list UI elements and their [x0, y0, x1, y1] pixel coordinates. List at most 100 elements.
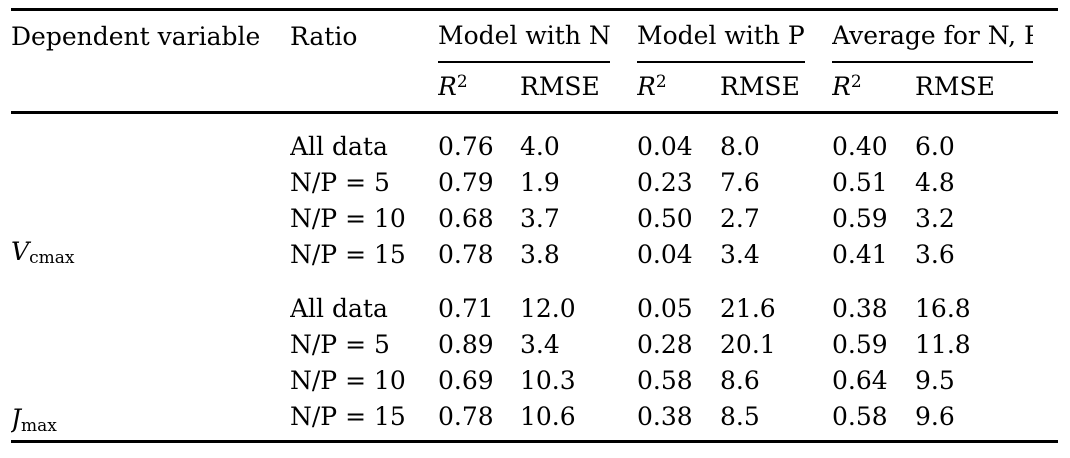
gap-cell	[610, 201, 637, 237]
rmse-avg-cell: 4.8	[915, 167, 955, 197]
gap-cell	[610, 165, 637, 201]
gap-cell	[1033, 327, 1058, 363]
gap-cell	[1033, 201, 1058, 237]
gap-cell	[805, 113, 832, 165]
gap-cell	[1033, 165, 1058, 201]
r2-symbol: R	[832, 72, 851, 102]
header-group-row: Dependent variable Ratio Model with N Mo…	[11, 9, 1059, 114]
r2-avg-cell: 0.64	[832, 365, 888, 395]
rmse-avg-cell: 16.8	[915, 293, 971, 323]
rmse-n-cell: 1.9	[520, 167, 560, 197]
rmse-p-cell: 2.7	[720, 203, 760, 233]
table-row-jmax-np10: N/P = 10 0.69 10.3 0.58 8.6 0.64 9.5	[11, 363, 1058, 399]
column-gap	[610, 9, 638, 114]
variable-label-vcmax: Vcmax	[11, 113, 290, 273]
gap-cell	[610, 113, 637, 165]
col-header-r2-n: R2	[438, 61, 520, 114]
rmse-n-cell: 3.4	[520, 329, 560, 359]
rmse-p-cell: 21.6	[720, 293, 776, 323]
r2-exponent: 2	[456, 71, 468, 92]
r2-avg-cell: 0.51	[832, 167, 888, 197]
table-row-jmax-all-data: Jmax All data 0.71 12.0 0.05 21.6 0.38 1…	[11, 273, 1058, 436]
ratio-cell: All data	[290, 131, 388, 161]
ratio-cell: N/P = 15	[290, 239, 406, 269]
rmse-avg-cell: 11.8	[915, 329, 971, 359]
vcmax-symbol: V	[11, 236, 30, 266]
rmse-avg-cell: 9.6	[915, 401, 955, 431]
gap-cell	[805, 399, 832, 442]
col-header-rmse-avg: RMSE	[915, 61, 1034, 114]
gap-cell	[1033, 273, 1058, 327]
r2-symbol: R	[438, 72, 457, 102]
gap-cell	[1033, 113, 1058, 165]
r2-avg-cell: 0.40	[832, 131, 888, 161]
header-metric-row: R2 RMSE R2 RMSE R2 RMSE	[11, 61, 1058, 114]
group-header-average-n-p: Average for N, P	[832, 9, 1034, 63]
r2-p-cell: 0.50	[637, 203, 693, 233]
r2-n-cell: 0.69	[438, 365, 494, 395]
gap-cell	[805, 273, 832, 327]
r2-avg-cell: 0.41	[832, 239, 888, 269]
r2-p-cell: 0.04	[637, 131, 693, 161]
ratio-cell: N/P = 5	[290, 167, 390, 197]
column-gap	[1033, 9, 1059, 114]
r2-p-cell: 0.58	[637, 365, 693, 395]
jmax-symbol: J	[11, 404, 22, 433]
col-header-ratio: Ratio	[290, 9, 438, 114]
r2-p-cell: 0.38	[637, 401, 693, 431]
r2-p-cell: 0.28	[637, 329, 693, 359]
gap-cell	[1033, 399, 1058, 442]
r2-symbol: R	[637, 72, 656, 102]
table-row-vcmax-np10: N/P = 10 0.68 3.7 0.50 2.7 0.59 3.2	[11, 201, 1058, 237]
table-row-jmax-np15: N/P = 15 0.78 10.6 0.38 8.5 0.58 9.6	[11, 399, 1058, 442]
ratio-cell: N/P = 10	[290, 203, 406, 233]
rmse-n-cell: 4.0	[520, 131, 560, 161]
table-row-vcmax-np5: N/P = 5 0.79 1.9 0.23 7.6 0.51 4.8	[11, 165, 1058, 201]
variable-label-jmax: Jmax	[11, 273, 290, 442]
rmse-avg-cell: 3.6	[915, 239, 955, 269]
r2-n-cell: 0.76	[438, 131, 494, 161]
r2-p-cell: 0.05	[637, 293, 693, 323]
rmse-n-cell: 3.7	[520, 203, 560, 233]
rmse-p-cell: 8.0	[720, 131, 760, 161]
ratio-cell: N/P = 15	[290, 401, 406, 431]
r2-n-cell: 0.68	[438, 203, 494, 233]
group-header-model-with-p: Model with P	[637, 9, 806, 63]
col-header-r2-avg: R2	[832, 61, 916, 114]
r2-avg-cell: 0.58	[832, 401, 888, 431]
r2-avg-cell: 0.59	[832, 203, 888, 233]
gap-cell	[610, 237, 637, 273]
gap-cell	[805, 363, 832, 399]
rmse-p-cell: 20.1	[720, 329, 776, 359]
table-row-vcmax-all-data: Vcmax All data 0.76 4.0 0.04 8.0 0.40 6.…	[11, 113, 1058, 269]
group-header-model-with-n: Model with N	[438, 9, 611, 63]
ratio-cell: N/P = 5	[290, 329, 390, 359]
rmse-n-cell: 10.6	[520, 401, 576, 431]
rmse-avg-cell: 9.5	[915, 365, 955, 395]
col-header-rmse-n: RMSE	[520, 61, 611, 114]
r2-avg-cell: 0.59	[832, 329, 888, 359]
col-header-rmse-p: RMSE	[720, 61, 806, 114]
r2-n-cell: 0.78	[438, 239, 494, 269]
r2-n-cell: 0.89	[438, 329, 494, 359]
rmse-avg-cell: 6.0	[915, 131, 955, 161]
rmse-p-cell: 8.5	[720, 401, 760, 431]
rmse-p-cell: 8.6	[720, 365, 760, 395]
model-statistics-table: Dependent variable Ratio Model with N Mo…	[11, 8, 1059, 443]
r2-exponent: 2	[655, 71, 667, 92]
rmse-p-cell: 3.4	[720, 239, 760, 269]
ratio-cell: N/P = 10	[290, 365, 406, 395]
gap-cell	[805, 327, 832, 363]
col-header-dependent-variable: Dependent variable	[11, 9, 290, 114]
r2-n-cell: 0.71	[438, 293, 494, 323]
column-gap	[805, 9, 833, 114]
gap-cell	[805, 165, 832, 201]
r2-p-cell: 0.04	[637, 239, 693, 269]
ratio-cell: All data	[290, 293, 388, 323]
table-header: Dependent variable Ratio Model with N Mo…	[11, 9, 1059, 114]
rmse-n-cell: 3.8	[520, 239, 560, 269]
gap-cell	[610, 273, 637, 327]
r2-exponent: 2	[850, 71, 862, 92]
vcmax-subscript: cmax	[29, 248, 75, 269]
